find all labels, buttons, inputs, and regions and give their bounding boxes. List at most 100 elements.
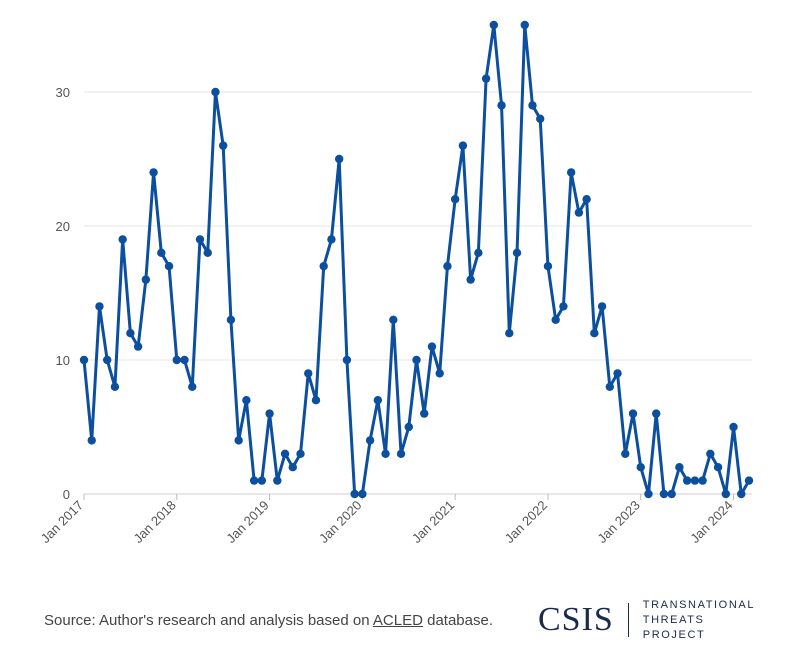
data-point [396, 449, 406, 458]
x-tick-label: Jan 2024 [687, 498, 735, 546]
y-tick-label: 30 [56, 85, 70, 100]
data-point [737, 489, 746, 499]
csis-logo: CSIS TRANSNATIONAL THREATS PROJECT [538, 598, 764, 643]
data-point [682, 476, 692, 485]
data-point [87, 436, 96, 445]
data-point [226, 315, 236, 324]
data-point [574, 208, 584, 217]
data-point [744, 476, 754, 485]
logo-subtitle: TRANSNATIONAL THREATS PROJECT [643, 598, 764, 643]
data-point [450, 195, 460, 204]
data-point [218, 141, 228, 150]
data-point [690, 476, 700, 485]
data-point [435, 369, 444, 378]
data-point [288, 463, 297, 472]
data-point [590, 329, 599, 338]
data-point [582, 195, 591, 204]
acled-link[interactable]: ACLED [372, 612, 423, 629]
data-point [427, 342, 437, 351]
data-point [180, 355, 189, 365]
data-point [543, 262, 553, 271]
data-point [327, 235, 336, 244]
data-point [536, 114, 545, 124]
data-point [605, 382, 615, 391]
y-tick-label: 10 [56, 353, 70, 368]
data-point [628, 409, 638, 418]
source-prefix: Source: Author's research and analysis b… [44, 612, 373, 629]
data-point [296, 449, 305, 458]
data-point [265, 409, 274, 418]
data-point [381, 449, 390, 458]
data-point [118, 235, 127, 244]
data-point [164, 262, 174, 271]
x-tick-label: Jan 2017 [38, 498, 86, 546]
data-point [443, 262, 452, 271]
data-point [311, 396, 321, 405]
gridlines [84, 91, 752, 495]
data-point [613, 369, 622, 378]
data-point [659, 489, 669, 499]
data-point [474, 248, 483, 257]
data-point [211, 87, 220, 97]
data-point [319, 262, 328, 271]
x-tick-label: Jan 2023 [594, 498, 642, 546]
data-point [188, 382, 197, 391]
data-point [273, 476, 282, 485]
data-point [110, 382, 120, 391]
x-tick-label: Jan 2021 [409, 498, 457, 546]
data-point [157, 248, 166, 257]
data-point [133, 342, 143, 351]
data-point [621, 449, 630, 458]
data-point [172, 355, 181, 365]
data-point [551, 315, 560, 324]
data-point [528, 101, 537, 110]
logo-line-1: TRANSNATIONAL [642, 598, 756, 611]
line-chart: 0 10 20 30 Jan 2017 Jan 2018 Jan 2019 Jan 2020… [38, 20, 754, 546]
x-axis: Jan 2017 Jan 2018 Jan 2019 Jan 2020 Jan 2021… [38, 494, 736, 546]
data-point [79, 355, 89, 365]
data-point [481, 74, 491, 83]
data-point [342, 355, 352, 365]
data-point [249, 476, 259, 485]
series-line [82, 23, 751, 496]
data-point [644, 489, 653, 499]
data-point [466, 275, 475, 284]
data-point [95, 302, 104, 311]
data-point [636, 463, 645, 472]
data-point [358, 489, 367, 499]
data-point [497, 101, 506, 110]
logo-line-2: THREATS PROJECT [642, 613, 706, 641]
data-point [489, 20, 499, 30]
data-point [675, 463, 684, 472]
data-point [412, 355, 421, 365]
x-tick-label: Jan 2019 [223, 498, 271, 546]
footer: Source: Author's research and analysis b… [44, 599, 764, 641]
data-point [389, 315, 398, 324]
x-tick-label: Jan 2022 [502, 498, 550, 546]
data-point [597, 302, 607, 311]
x-tick-label: Jan 2020 [316, 498, 364, 546]
data-point [242, 396, 251, 405]
data-point [234, 436, 243, 445]
x-tick-label: Jan 2018 [130, 498, 178, 546]
data-point [304, 369, 313, 378]
source-note: Source: Author's research and analysis b… [44, 612, 493, 629]
data-point [512, 248, 522, 257]
logo-mark: CSIS [538, 601, 614, 638]
data-point [420, 409, 429, 418]
data-point [458, 141, 468, 150]
data-point [713, 463, 723, 472]
source-suffix: database. [422, 612, 493, 629]
data-point [365, 436, 375, 445]
data-point [102, 355, 112, 365]
data-point [721, 489, 731, 499]
data-point [141, 275, 151, 284]
data-point [729, 422, 738, 432]
data-point [280, 449, 290, 458]
series-group [79, 20, 754, 499]
data-point [126, 329, 135, 338]
data-point [373, 396, 383, 405]
data-point [149, 168, 158, 177]
data-point [667, 489, 676, 499]
data-point [404, 422, 413, 432]
